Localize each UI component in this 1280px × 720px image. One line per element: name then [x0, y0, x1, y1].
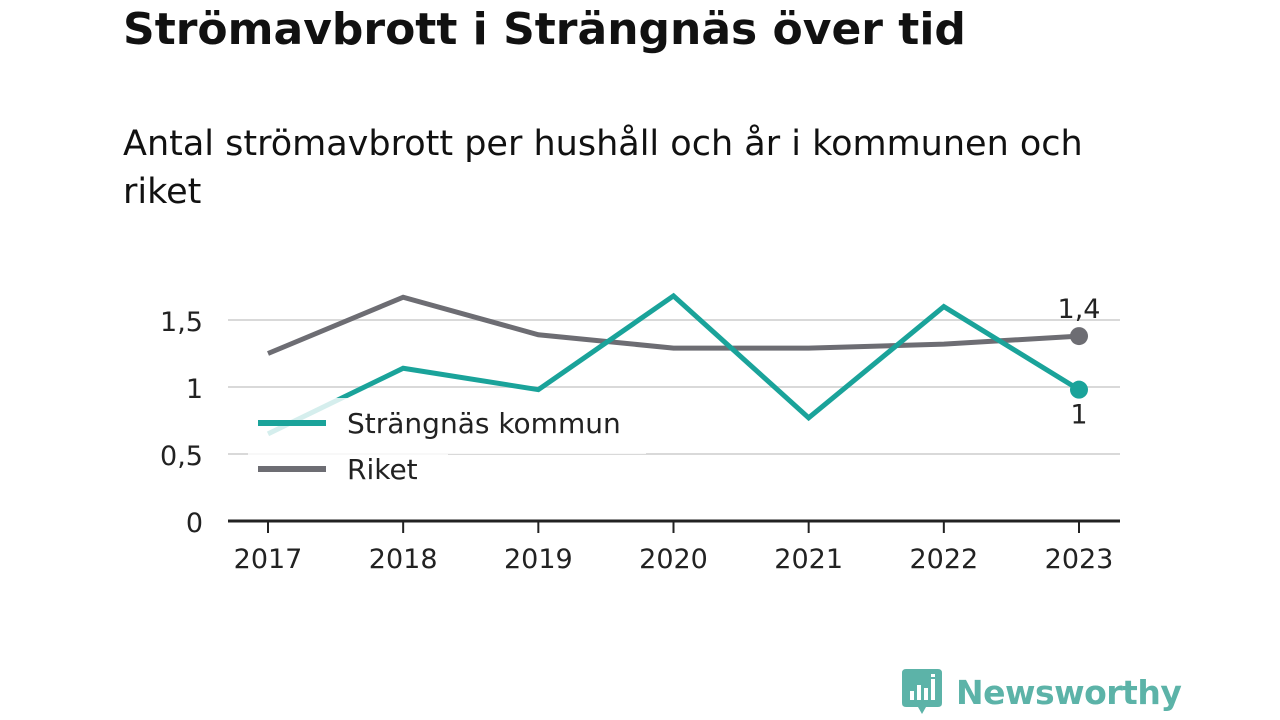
newsworthy-wordmark: Newsworthy	[956, 672, 1182, 712]
x-tick-label: 2018	[369, 544, 438, 575]
x-tick-label: 2019	[504, 544, 573, 575]
series-end-label-1: 1,4	[1058, 294, 1101, 325]
x-tick-label: 2022	[909, 544, 978, 575]
chart-title: Strömavbrott i Strängnäs över tid	[123, 4, 966, 55]
x-tick-label: 2020	[639, 544, 708, 575]
y-tick-label: 1,5	[160, 307, 203, 338]
legend-label-0: Strängnäs kommun	[347, 407, 621, 440]
chart-subtitle: Antal strömavbrott per hushåll och år i …	[123, 124, 1083, 212]
y-tick-label: 0,5	[160, 441, 203, 472]
y-tick-label: 0	[186, 508, 203, 539]
series-end-marker-0	[1070, 380, 1088, 399]
newsworthy-bar-chart-icon	[902, 669, 942, 714]
series-line-1	[267, 294, 1080, 356]
newsworthy-logo: Newsworthy	[902, 669, 1182, 714]
legend: Strängnäs kommun Riket	[248, 398, 646, 494]
x-tick-label: 2021	[774, 544, 843, 575]
legend-label-1: Riket	[347, 453, 418, 486]
y-tick-label: 1	[186, 374, 203, 405]
x-tick-label: 2017	[234, 544, 303, 575]
axis-layer: 0 0,5 1 1,5 2017 2018 2019 2020 2021 2022 2023	[160, 307, 1120, 575]
legend-background-2	[248, 454, 448, 494]
series-line-0	[266, 292, 1081, 437]
x-tick-label: 2023	[1045, 544, 1114, 575]
series-layer	[266, 292, 1081, 437]
series-end-marker-1	[1070, 327, 1088, 346]
end-labels: 11,4	[1058, 294, 1101, 431]
series-end-label-0: 1	[1070, 400, 1087, 431]
